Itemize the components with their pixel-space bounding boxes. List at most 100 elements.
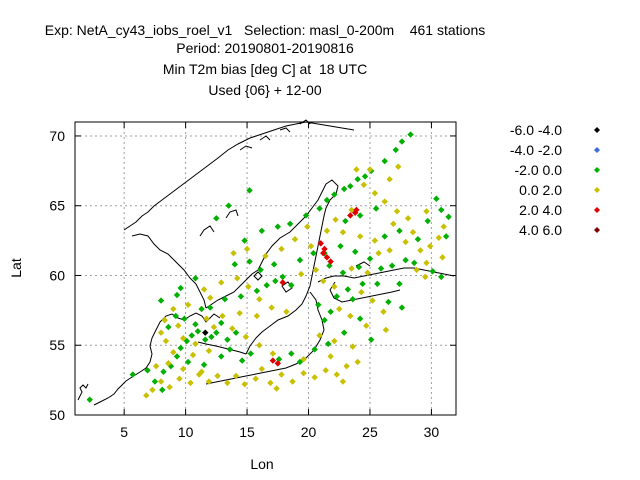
station-point	[238, 357, 246, 364]
station-point	[361, 173, 369, 180]
x-tick-label: 20	[301, 424, 317, 440]
station-point	[291, 236, 299, 243]
station-point	[224, 379, 231, 387]
station-point	[356, 233, 364, 240]
plot-frame	[74, 121, 457, 416]
station-point	[327, 308, 334, 315]
station-point	[206, 304, 214, 311]
station-point	[165, 360, 172, 367]
station-point	[157, 378, 165, 385]
station-point	[321, 316, 328, 324]
station-point	[219, 312, 226, 320]
station-point	[331, 191, 338, 198]
station-point	[372, 205, 380, 212]
station-point	[404, 215, 412, 222]
station-point	[426, 242, 434, 250]
station-point	[205, 347, 213, 355]
station-point	[189, 351, 197, 359]
station-point	[278, 245, 285, 253]
station-point	[236, 309, 243, 317]
station-point	[221, 295, 229, 303]
station-point	[445, 213, 452, 221]
station-point	[302, 212, 310, 219]
station-point	[270, 261, 278, 268]
station-point	[336, 305, 343, 313]
station-point	[323, 254, 331, 261]
x-tick-label: 30	[424, 424, 440, 440]
legend: -6.0 -4.0 -4.0 -2.0 -2.0 0.0 0.0 2.0 2.0 4.0…	[510, 122, 600, 238]
station-point	[175, 322, 182, 329]
station-point	[157, 329, 165, 336]
station-point	[381, 233, 388, 240]
station-point	[438, 206, 445, 214]
station-point	[322, 367, 329, 374]
station-point	[354, 358, 361, 366]
station-point	[323, 196, 331, 204]
station-point	[409, 229, 417, 236]
station-point	[297, 270, 305, 278]
x-tick-label: 5	[120, 424, 128, 440]
station-point	[340, 329, 348, 336]
station-point	[274, 360, 281, 367]
legend-marker	[594, 167, 600, 173]
station-point	[424, 217, 431, 225]
station-point	[366, 255, 374, 262]
station-point	[181, 315, 188, 322]
station-point	[396, 227, 403, 235]
station-point	[324, 340, 332, 348]
station-point	[246, 258, 253, 265]
station-point	[198, 305, 205, 313]
station-point	[331, 337, 338, 345]
station-point	[232, 329, 240, 336]
station-point	[86, 396, 93, 403]
station-point	[289, 378, 296, 385]
station-point	[304, 223, 311, 230]
station-point	[349, 295, 356, 303]
axis-ticks: 5 10 15 20 25 30 50 55 60 65 70	[49, 122, 456, 440]
station-point	[347, 182, 354, 190]
chart-header-used: Used {06} + 12-00	[208, 82, 322, 98]
station-point	[283, 308, 290, 315]
station-point	[311, 374, 318, 381]
y-tick-label: 50	[49, 407, 65, 423]
station-point	[407, 131, 414, 138]
station-point	[256, 295, 263, 303]
station-point	[253, 287, 261, 295]
station-point	[206, 294, 214, 301]
station-point	[152, 362, 160, 370]
station-point	[231, 261, 238, 268]
station-point	[157, 297, 165, 304]
station-point	[433, 195, 440, 202]
station-point	[192, 275, 199, 282]
station-point	[353, 166, 360, 173]
station-point	[274, 223, 281, 230]
station-point	[258, 365, 266, 373]
station-point	[393, 208, 401, 215]
station-point	[218, 279, 225, 286]
station-point	[367, 336, 375, 343]
station-point	[366, 166, 374, 173]
station-point	[177, 284, 184, 292]
station-point	[371, 237, 379, 244]
station-point	[192, 340, 199, 348]
station-point	[245, 283, 252, 290]
station-point	[176, 375, 183, 382]
station-point	[230, 249, 237, 257]
station-point	[237, 293, 245, 300]
station-point	[296, 358, 304, 366]
station-point	[388, 262, 396, 269]
station-point	[225, 202, 232, 209]
station-point	[179, 335, 187, 342]
station-point	[210, 323, 218, 331]
station-point	[296, 256, 304, 264]
station-point	[422, 273, 429, 281]
station-point	[288, 350, 295, 357]
station-point	[288, 282, 295, 289]
station-point	[214, 372, 221, 380]
station-point	[192, 321, 199, 328]
station-point	[272, 277, 279, 285]
station-point	[232, 372, 240, 380]
station-point	[177, 344, 184, 352]
station-point	[327, 258, 334, 265]
